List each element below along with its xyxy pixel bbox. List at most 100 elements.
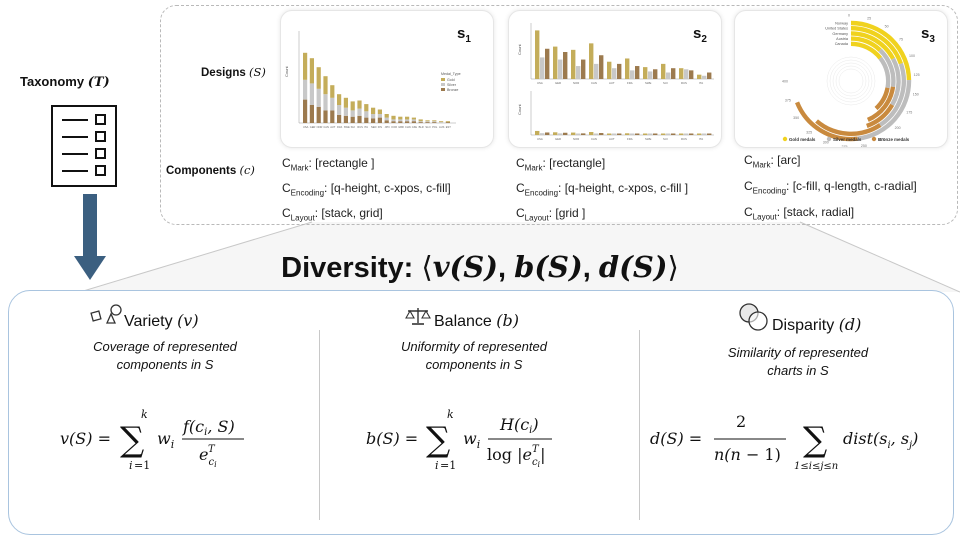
s1-tick-label: AUT bbox=[330, 125, 336, 129]
s1-bar-EST-gold bbox=[445, 121, 450, 123]
balance-heading: Balance (b) bbox=[434, 311, 519, 331]
s2-bottom-bar-SUI-bronze bbox=[671, 133, 676, 135]
s1-tick-label: RUS bbox=[357, 125, 363, 129]
diversity-word: Diversity: bbox=[281, 252, 414, 284]
column-divider-2 bbox=[639, 330, 640, 520]
s1-tick-label: SUI bbox=[351, 125, 356, 129]
disparity-symbol: (d) bbox=[838, 315, 862, 334]
design-s3-thumbnail[interactable]: 0 25 50 75 100 125 150 175 200 225 250 275 300 325 350… bbox=[734, 10, 948, 148]
s1-legend-title: Medal_Type bbox=[441, 72, 461, 76]
s1-tick-label: CZE bbox=[412, 125, 417, 129]
s3-arc-norway-bronze bbox=[795, 101, 858, 142]
s2-tick-label: NOR bbox=[573, 81, 579, 85]
diversity-v: v(S) bbox=[432, 250, 498, 284]
s1-bar-CAN-silver bbox=[323, 94, 328, 111]
s3-arc-united-states-bronze bbox=[815, 119, 882, 136]
s2-bar-FRA-bronze bbox=[635, 66, 640, 79]
s3-arc-norway-gold bbox=[850, 20, 912, 81]
s2-bottom-bar-AUT-bronze bbox=[617, 133, 622, 135]
s1-bar-AUT-gold bbox=[330, 85, 335, 98]
s2-bar-SUI-silver bbox=[666, 72, 671, 79]
s3-arc-austria-bronze bbox=[866, 86, 896, 122]
s2-bar-CAN-gold bbox=[589, 43, 594, 79]
s1-bar-GBR-gold bbox=[398, 116, 403, 120]
s2-bottom-tick-label: CAN bbox=[591, 137, 597, 141]
s2-tick-label: GER bbox=[555, 81, 561, 85]
s2-bottom-bar-RUS-gold bbox=[679, 133, 684, 135]
diversity-comma-1: , bbox=[497, 252, 506, 284]
s2-bottom-bar-SUI-silver bbox=[666, 133, 671, 135]
variety-heading: Variety (v) bbox=[124, 311, 199, 331]
s1-bar-CAN-bronze bbox=[323, 110, 328, 123]
s3-tick-label: 350 bbox=[793, 116, 799, 120]
s2-tick-label: USA bbox=[537, 81, 543, 85]
s1-bar-AUS-gold bbox=[439, 121, 444, 123]
s1-bar-POL-bronze bbox=[432, 122, 437, 123]
s1-legend-bronze: Bronze bbox=[447, 88, 458, 92]
s2-bar-SUI-gold bbox=[661, 63, 666, 79]
s1-bar-SWE-gold bbox=[343, 97, 348, 108]
s1-bar-USA-bronze bbox=[303, 99, 308, 123]
s2-mark-component: CMark: [rectangle] bbox=[516, 156, 606, 173]
s2-tick-label: ITA bbox=[699, 81, 703, 85]
s1-bar-GER-bronze bbox=[309, 105, 314, 123]
s1-bar-ITA-silver bbox=[364, 111, 369, 118]
s1-bar-CZE-gold bbox=[411, 117, 416, 120]
designs-symbol: (S) bbox=[248, 65, 266, 79]
s1-bar-GBR-bronze bbox=[398, 121, 403, 123]
s2-bar-SWE-silver bbox=[648, 71, 653, 79]
s3-arc-norway-silver bbox=[857, 80, 912, 141]
s3-tick-label: 375 bbox=[785, 99, 791, 103]
svg-text:wi: wi bbox=[157, 429, 174, 451]
s1-bar-GER-gold bbox=[309, 58, 314, 84]
s3-mark-component: CMark: [arc] bbox=[744, 153, 801, 170]
s2-bar-NOR-bronze bbox=[581, 59, 586, 79]
s3-arc-austria-silver bbox=[878, 48, 896, 88]
s1-bar-FIN-gold bbox=[377, 109, 382, 114]
svg-text:∑: ∑ bbox=[426, 420, 450, 460]
s2-bottom-bar-FRA-silver bbox=[630, 133, 635, 135]
s1-bar-NED-gold bbox=[371, 107, 376, 114]
s3-tick-label: 0 bbox=[848, 14, 850, 18]
s1-bar-NED-silver bbox=[371, 114, 376, 119]
s1-bar-POL-gold bbox=[432, 120, 437, 122]
s2-bottom-bar-SWE-bronze bbox=[653, 133, 658, 135]
s1-tick-label: CHN bbox=[405, 125, 411, 129]
s2-grid-bar-chart: Count Count USA USA GER GER NOR NOR CAN CAN AUT A… bbox=[517, 23, 714, 141]
diversity-comma-2: , bbox=[582, 252, 591, 284]
s3-legend-bronze: Bronze medals bbox=[878, 137, 910, 142]
s1-bar-USA-silver bbox=[303, 79, 308, 100]
s2-bar-CAN-silver bbox=[594, 63, 599, 79]
s3-layout-component: CLayout: [stack, radial] bbox=[744, 205, 855, 222]
components-row-label: Components (c) bbox=[166, 163, 255, 177]
s2-bottom-bar-NOR-silver bbox=[576, 133, 581, 135]
s1-legend-silver: Silver bbox=[447, 83, 457, 87]
design-s2-thumbnail[interactable]: Count Count USA USA GER GER NOR NOR CAN CAN AUT A… bbox=[508, 10, 722, 148]
s3-radial-bar-chart: 0 25 50 75 100 125 150 175 200 225 250 275 300 325 350… bbox=[782, 14, 920, 148]
s1-tick-label: SLO bbox=[425, 125, 430, 129]
variety-symbol: (v) bbox=[177, 311, 199, 330]
diversity-b: b(S) bbox=[514, 250, 583, 284]
s1-bar-BLR-gold bbox=[418, 119, 423, 122]
svg-text:wi: wi bbox=[463, 429, 480, 451]
s2-bottom-bar-CAN-bronze bbox=[599, 133, 604, 135]
disparity-description: Similarity of represented charts in S bbox=[668, 344, 928, 380]
s1-tick-label: BLR bbox=[419, 125, 424, 129]
s3-arc-canada-silver bbox=[878, 56, 891, 89]
s2-bar-FRA-gold bbox=[625, 58, 630, 79]
s3-tick-label: 75 bbox=[899, 38, 903, 42]
s2-bottom-bar-FRA-gold bbox=[625, 133, 630, 135]
s2-bar-AUT-gold bbox=[607, 61, 612, 79]
balance-desc-line1: Uniformity of represented bbox=[401, 339, 547, 354]
s2-tick-label: SUI bbox=[663, 81, 668, 85]
s1-bar-CHN-gold bbox=[405, 116, 410, 120]
design-s1-thumbnail[interactable]: Count USA GER NOR CAN AUT FRA SWE SUI RUS ITA NED F… bbox=[280, 10, 494, 148]
balance-title: Balance bbox=[434, 313, 497, 330]
s3-grid-ring bbox=[835, 65, 867, 97]
s1-bar-SLO-silver bbox=[425, 121, 430, 123]
designs-panel bbox=[160, 5, 958, 225]
s1-bar-CAN-gold bbox=[323, 76, 328, 95]
diversity-close-bracket: ⟩ bbox=[667, 250, 679, 284]
s2-bar-SWE-bronze bbox=[653, 69, 658, 79]
s2-bottom-bar-SWE-gold bbox=[643, 133, 648, 135]
